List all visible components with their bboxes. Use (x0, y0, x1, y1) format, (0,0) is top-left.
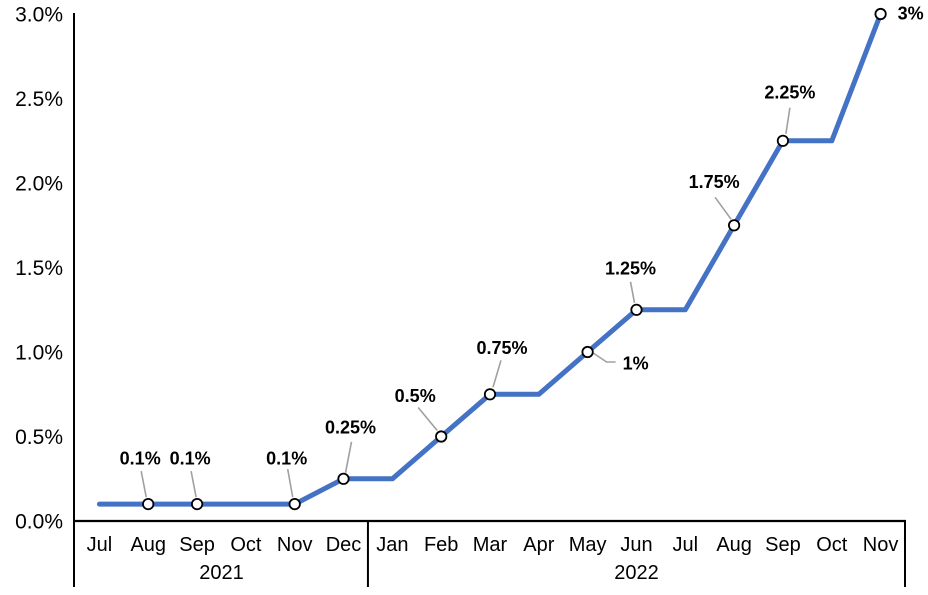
x-tick-label: Dec (326, 534, 362, 556)
data-point-marker (288, 497, 301, 511)
data-label-leader-line (286, 468, 294, 498)
y-tick-label: 0.0% (15, 511, 63, 534)
data-point-marker (874, 7, 887, 21)
data-label-leader-line (492, 360, 502, 388)
x-tick-label: Nov (277, 534, 313, 556)
x-tick-label: Nov (863, 534, 899, 556)
y-tick-label: 2.0% (15, 173, 63, 196)
y-tick-label: 1.5% (15, 257, 63, 280)
data-label-leader-line (140, 470, 147, 498)
x-tick-label: Jan (376, 534, 408, 556)
data-label-leader-line (591, 351, 616, 363)
y-tick-label: 2.5% (15, 88, 63, 111)
data-point-label: 0.5% (395, 386, 436, 406)
data-point-marker (435, 430, 448, 443)
data-point-label: 1.25% (605, 258, 656, 278)
data-point-marker (727, 219, 741, 232)
x-tick-label: Oct (230, 534, 262, 556)
data-label-leader-line (714, 196, 732, 220)
data-point-label: 0.1% (266, 449, 307, 469)
x-tick-label: Sep (179, 534, 215, 556)
x-tick-label: Feb (424, 534, 458, 556)
data-point-label: 0.75% (476, 338, 527, 358)
data-point-label: 1% (623, 354, 649, 374)
data-point-label: 0.1% (120, 449, 161, 469)
data-point-marker (142, 497, 155, 511)
x-tick-label: Oct (816, 534, 848, 556)
data-point-marker (776, 134, 790, 147)
y-tick-label: 0.5% (15, 426, 63, 449)
data-label-leader-line (629, 281, 636, 303)
y-tick-label: 1.0% (15, 342, 63, 365)
x-tick-label: May (569, 534, 607, 556)
y-tick-label: 3.0% (15, 4, 63, 27)
data-point-marker (483, 388, 497, 401)
year-label: 2021 (199, 562, 244, 584)
data-point-label: 0.1% (170, 449, 211, 469)
data-label-leader-line (417, 406, 438, 432)
data-label-leader-line (344, 441, 353, 473)
x-tick-label: Sep (765, 534, 801, 556)
data-point-label: 2.25% (764, 82, 815, 102)
x-tick-label: Apr (523, 534, 554, 556)
data-point-marker (630, 303, 643, 316)
x-tick-label: Aug (716, 534, 752, 556)
data-point-marker (337, 472, 350, 485)
x-tick-label: Jun (620, 534, 652, 556)
data-point-label: 1.75% (689, 172, 740, 192)
data-point-marker (191, 497, 204, 511)
x-tick-label: Jul (673, 534, 699, 556)
data-point-label: 3% (898, 4, 924, 24)
x-tick-label: Jul (87, 534, 113, 556)
year-label: 2022 (614, 562, 659, 584)
x-tick-label: Aug (130, 534, 166, 556)
data-point-label: 0.25% (325, 417, 376, 437)
data-point-marker (581, 345, 594, 359)
x-tick-label: Mar (473, 534, 508, 556)
data-label-leader-line (190, 470, 197, 498)
data-label-leader-line (785, 107, 791, 134)
